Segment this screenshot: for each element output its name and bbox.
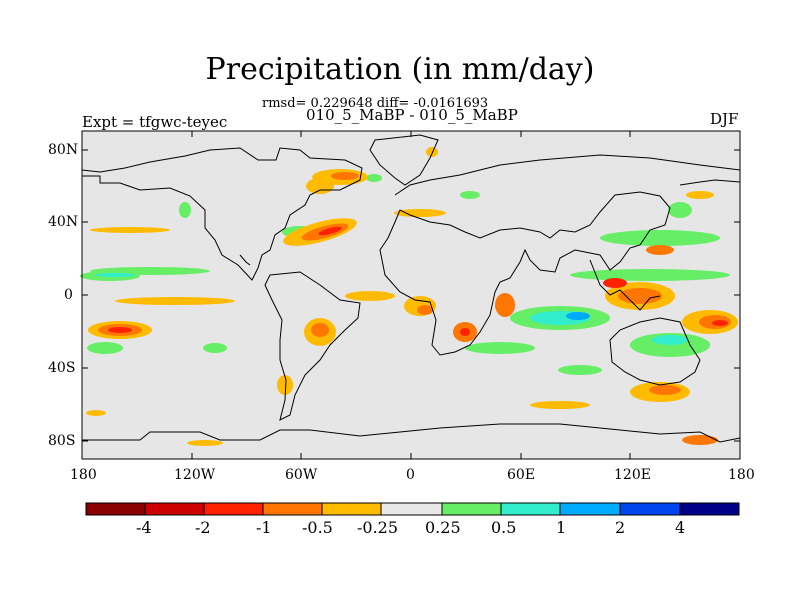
colorbar-box	[203, 502, 264, 516]
colorbar-box	[262, 502, 323, 516]
colorbar-box	[380, 502, 443, 516]
colorbar-label: 2	[615, 518, 626, 537]
coastline	[609, 317, 701, 386]
anomaly-patch	[115, 297, 235, 305]
coastline	[369, 134, 439, 186]
coastline	[264, 271, 361, 421]
anomaly-patch	[558, 365, 602, 375]
season-label: DJF	[710, 110, 739, 128]
anomaly-patch	[682, 435, 718, 445]
anomaly-patch	[306, 178, 334, 194]
colorbar-box	[619, 502, 681, 516]
anomaly-patch	[179, 202, 191, 218]
anomaly-patch	[646, 245, 674, 255]
anomaly-patch	[417, 305, 433, 315]
colorbar	[85, 502, 740, 516]
anomaly-patch	[87, 342, 123, 354]
anomaly-patch	[95, 273, 135, 277]
lat-label: 40N	[48, 214, 79, 230]
anomaly-patch	[331, 172, 359, 180]
lon-label: 0	[406, 467, 415, 483]
anomaly-patch	[187, 440, 223, 446]
lon-label: 180	[728, 467, 755, 483]
lat-label: 40S	[48, 360, 76, 376]
anomaly-patch	[686, 191, 714, 199]
plot-title: Precipitation (in mm/day)	[205, 52, 595, 87]
colorbar-label: -0.5	[302, 518, 333, 537]
colorbar-box	[559, 502, 621, 516]
anomaly-patch	[570, 269, 730, 281]
anomaly-patch	[394, 209, 446, 217]
anomaly-patch	[603, 278, 627, 288]
coastline	[394, 154, 741, 196]
anomaly-patch	[277, 375, 293, 395]
colorbar-box	[500, 502, 561, 516]
anomaly-patch	[460, 328, 470, 336]
lat-ticks	[82, 149, 740, 442]
lon-label: 60W	[285, 467, 318, 483]
plot-subtitle: 010_5_MaBP - 010_5_MaBP	[306, 106, 518, 124]
anomaly-patch	[668, 202, 692, 218]
statistics-label: rmsd= 0.229648 diff= -0.0161693	[262, 96, 489, 111]
anomaly-patch	[426, 147, 438, 157]
colorbar-box	[679, 502, 740, 516]
lon-ticks	[81, 131, 741, 459]
anomaly-patch	[652, 335, 688, 345]
anomaly-patch	[712, 320, 728, 326]
lat-label: 0	[64, 287, 73, 303]
anomaly-patch	[495, 293, 515, 317]
anomaly-patch	[86, 410, 106, 416]
anomaly-patch	[90, 227, 170, 233]
anomaly-patch	[203, 343, 227, 353]
anomaly-patch	[465, 342, 535, 354]
lat-label: 80N	[48, 142, 79, 158]
colorbar-box	[85, 502, 146, 516]
anomaly-patch	[618, 288, 662, 304]
colorbar-label: 0.5	[491, 518, 517, 537]
colorbar-label: 4	[675, 518, 686, 537]
colorbar-label: -0.25	[357, 518, 399, 537]
coastline	[379, 191, 671, 356]
anomaly-patch	[530, 401, 590, 409]
anomaly-patch	[345, 291, 395, 301]
coastline	[239, 254, 251, 266]
colorbar-box	[144, 502, 205, 516]
anomaly-patch	[649, 385, 681, 395]
anomaly-patch	[566, 312, 590, 320]
lat-label: 80S	[48, 433, 76, 449]
coastline	[679, 179, 741, 186]
anomaly-patch	[460, 191, 480, 199]
colorbar-box	[321, 502, 382, 516]
lon-label: 180	[70, 467, 97, 483]
coastline	[589, 259, 661, 311]
anomaly-patch	[366, 174, 382, 182]
anomaly-patch	[90, 267, 210, 275]
lon-label: 120W	[174, 467, 216, 483]
colorbar-label: 1	[556, 518, 567, 537]
colorbar-box	[441, 502, 502, 516]
anomaly-patch	[600, 230, 720, 246]
colorbar-label: -4	[136, 518, 152, 537]
colorbar-label: 0.25	[425, 518, 461, 537]
lon-label: 60E	[507, 467, 536, 483]
lon-label: 120E	[614, 467, 651, 483]
anomaly-patch	[318, 226, 342, 236]
colorbar-label: -2	[195, 518, 211, 537]
colorbar-label: -1	[256, 518, 272, 537]
anomaly-patches	[80, 147, 738, 446]
coastline	[81, 147, 363, 281]
coastlines	[81, 134, 741, 443]
anomaly-patch	[311, 323, 329, 337]
experiment-label: Expt = tfgwc-teyec	[82, 113, 228, 131]
anomaly-patch	[108, 327, 132, 333]
